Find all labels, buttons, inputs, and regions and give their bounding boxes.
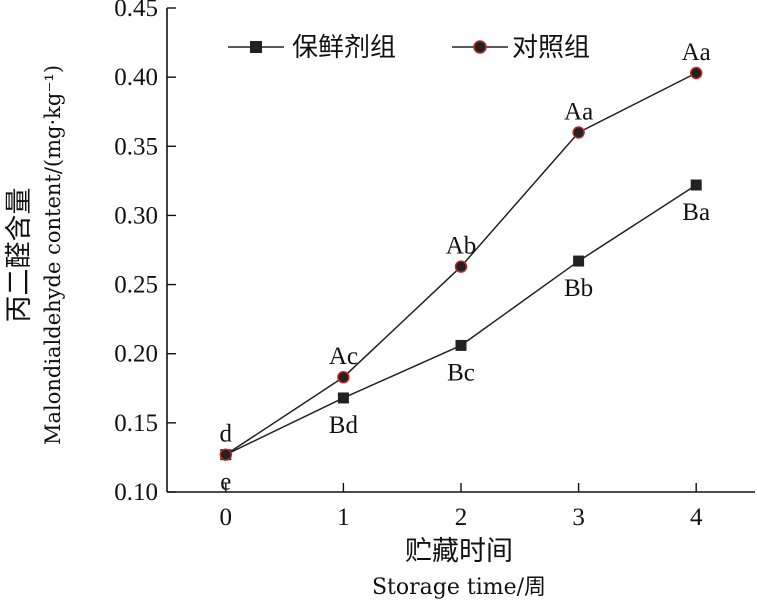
y-tick-label: 0.40: [114, 64, 158, 91]
data-point-preservative: [573, 255, 585, 267]
data-point-control: [219, 448, 233, 461]
y-tick-label: 0.45: [114, 0, 158, 22]
x-tick-label: 0: [220, 504, 233, 531]
y-tick-label: 0.35: [114, 133, 158, 160]
data-label-control: d: [220, 421, 233, 448]
legend: 保鲜剂组 对照组: [228, 33, 590, 63]
legend-label-control: 对照组: [512, 33, 590, 63]
data-labels: e Bd Bc Bb Ba d Ac Ab Aa Aa: [220, 39, 711, 496]
x-tick-label: 4: [690, 504, 703, 531]
x-tick-label: 1: [337, 504, 350, 531]
data-point-control: [454, 260, 468, 273]
x-ticks: 0 1 2 3 4: [220, 483, 703, 531]
data-label-preservative: Bc: [447, 359, 475, 386]
x-axis-title: 贮藏时间 Storage time/周: [372, 536, 546, 600]
x-axis-title-cn: 贮藏时间: [405, 536, 513, 567]
y-tick-label: 0.30: [114, 202, 158, 229]
series-group: [219, 66, 703, 461]
data-label-control: Ac: [329, 343, 358, 370]
data-point-control: [572, 126, 585, 139]
legend-marker-square: [250, 41, 262, 53]
legend-item-preservative: 保鲜剂组: [228, 33, 396, 63]
legend-item-control: 对照组: [452, 33, 590, 63]
y-axis-title-cn: 丙二醛含量: [4, 188, 35, 323]
y-axis-title-en: Malondialdehyde content/(mg·kg⁻¹): [41, 65, 65, 445]
x-axis-title-en: Storage time/周: [372, 575, 546, 600]
data-point-preservative: [690, 179, 702, 191]
data-point-control: [337, 371, 350, 384]
data-label-preservative: e: [220, 469, 231, 496]
x-tick-label: 2: [455, 504, 468, 531]
data-label-control: Aa: [682, 39, 711, 66]
y-tick-label: 0.15: [114, 410, 158, 437]
x-tick-label: 3: [572, 504, 585, 531]
legend-marker-circle: [473, 40, 487, 54]
y-tick-label: 0.20: [114, 341, 158, 368]
data-point-preservative: [455, 339, 467, 351]
data-point-preservative: [337, 392, 349, 404]
data-label-preservative: Ba: [682, 199, 710, 226]
data-label-control: Ab: [446, 233, 477, 260]
y-axis-title: 丙二醛含量 Malondialdehyde content/(mg·kg⁻¹): [4, 65, 65, 445]
series-line-preservative: [225, 184, 697, 456]
data-label-preservative: Bb: [564, 275, 593, 302]
data-label-preservative: Bd: [329, 412, 359, 439]
y-ticks: 0.10 0.15 0.20 0.25 0.30 0.35 0.40 0.45: [114, 0, 176, 506]
legend-label-preservative: 保鲜剂组: [292, 33, 396, 63]
y-tick-label: 0.10: [114, 479, 158, 506]
data-label-control: Aa: [564, 98, 593, 125]
y-tick-label: 0.25: [114, 272, 158, 299]
data-point-control: [690, 66, 703, 80]
